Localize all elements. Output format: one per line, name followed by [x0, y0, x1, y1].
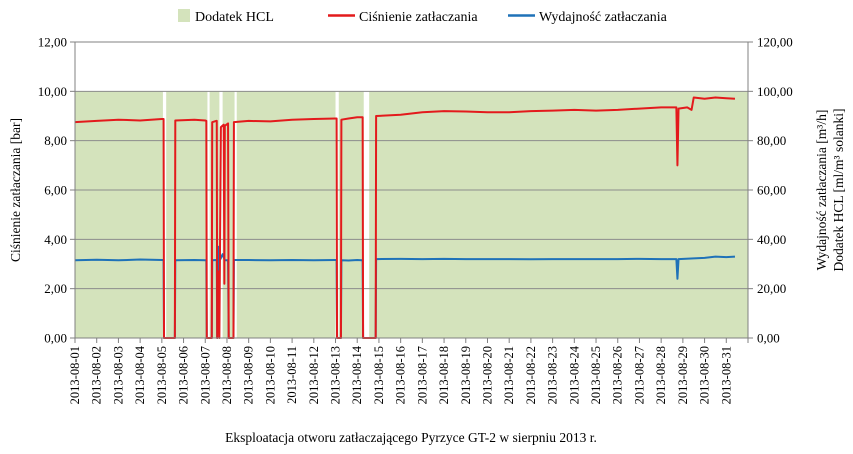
x-tick-label-21: 2013-08-22	[524, 346, 538, 404]
left-tick-label-4: 8,00	[44, 133, 67, 148]
x-tick-label-8: 2013-08-09	[242, 346, 256, 404]
x-tick-label-11: 2013-08-12	[307, 346, 321, 404]
x-tick-label-28: 2013-08-29	[676, 346, 690, 404]
x-tick-label-4: 2013-08-05	[155, 346, 169, 404]
right-tick-label-0: 0,00	[757, 331, 780, 346]
x-tick-label-27: 2013-08-28	[654, 346, 668, 404]
left-tick-label-3: 6,00	[44, 183, 67, 198]
hcl-area-segment-6	[369, 91, 748, 338]
x-tick-label-26: 2013-08-27	[632, 346, 646, 404]
x-tick-label-5: 2013-08-06	[177, 346, 191, 404]
x-tick-label-1: 2013-08-02	[90, 346, 104, 404]
right-axis-ticks: 0,00 20,00 40,00 60,00 80,00 100,00 120,00	[748, 35, 793, 346]
series-lines	[74, 96, 736, 339]
left-tick-label-0: 0,00	[44, 331, 67, 346]
x-tick-label-10: 2013-08-11	[285, 346, 299, 404]
x-tick-label-7: 2013-08-08	[220, 346, 234, 404]
hcl-area-segment-5	[338, 91, 364, 338]
left-tick-label-2: 4,00	[44, 232, 67, 247]
x-tick-label-18: 2013-08-19	[459, 346, 473, 404]
x-tick-label-15: 2013-08-16	[394, 346, 408, 404]
left-tick-label-6: 12,00	[38, 35, 67, 50]
x-tick-label-2: 2013-08-03	[111, 346, 125, 404]
right-tick-label-3: 60,00	[757, 183, 786, 198]
x-tick-label-19: 2013-08-20	[480, 346, 494, 404]
x-tick-label-23: 2013-08-24	[567, 345, 581, 404]
x-tick-label-6: 2013-08-07	[198, 346, 212, 404]
legend-label-flow: Wydajność zatłaczania	[539, 10, 668, 25]
x-tick-label-24: 2013-08-25	[589, 346, 603, 404]
right-axis-title-line1: Wydajność zatłaczania [m³/h]	[814, 110, 829, 271]
pressure-line	[74, 96, 736, 339]
hcl-area-segment-1	[166, 91, 208, 338]
x-tick-label-3: 2013-08-04	[133, 345, 147, 404]
hcl-area-segment-2	[209, 91, 220, 338]
right-tick-label-5: 100,00	[757, 84, 793, 99]
right-axis-title-line2: Dodatek HCL [ml/m³ solanki]	[831, 109, 846, 272]
x-tick-label-30: 2013-08-31	[719, 346, 733, 404]
hcl-area-segment-4	[236, 91, 336, 338]
hcl-area	[75, 91, 748, 338]
legend-swatch-hcl	[178, 9, 190, 22]
legend-label-hcl: Dodatek HCL	[195, 10, 274, 25]
right-tick-label-2: 40,00	[757, 232, 786, 247]
hcl-area-segment-0	[75, 91, 163, 338]
right-tick-label-6: 120,00	[757, 35, 793, 50]
x-tick-label-25: 2013-08-26	[611, 346, 625, 404]
x-tick-label-14: 2013-08-15	[372, 346, 386, 404]
left-tick-label-1: 2,00	[44, 281, 67, 296]
x-axis-title: Eksploatacja otworu zatłaczającego Pyrzy…	[225, 430, 597, 445]
x-tick-label-0: 2013-08-01	[68, 346, 82, 404]
x-tick-label-9: 2013-08-10	[263, 346, 277, 404]
x-tick-label-20: 2013-08-21	[502, 346, 516, 404]
x-tick-label-12: 2013-08-13	[329, 346, 343, 404]
legend-label-pressure: Ciśnienie zatłaczania	[359, 10, 478, 25]
right-tick-label-4: 80,00	[757, 133, 786, 148]
x-tick-label-16: 2013-08-17	[415, 346, 429, 404]
x-axis-ticks: 2013-08-01 2013-08-02 2013-08-03 2013-08-04…	[68, 338, 749, 404]
x-tick-label-13: 2013-08-14	[350, 345, 364, 404]
legend: Dodatek HCL Ciśnienie zatłaczania Wydajn…	[178, 9, 668, 25]
x-tick-label-22: 2013-08-23	[546, 346, 560, 404]
left-axis-title: Ciśnienie zatłaczania [bar]	[8, 118, 23, 262]
right-tick-label-1: 20,00	[757, 281, 786, 296]
x-tick-label-17: 2013-08-18	[437, 346, 451, 404]
left-axis-ticks: 0,00 2,00 4,00 6,00 8,00 10,00 12,00	[38, 35, 75, 346]
x-tick-label-29: 2013-08-30	[698, 346, 712, 404]
left-tick-label-5: 10,00	[38, 84, 67, 99]
